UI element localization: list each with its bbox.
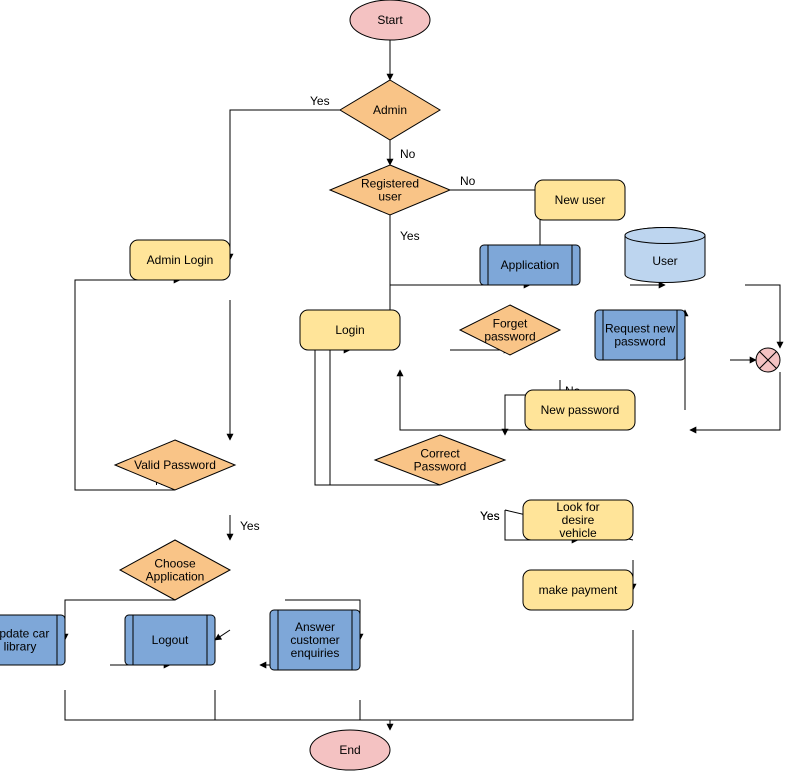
node-label: Valid Password: [134, 458, 216, 472]
edge-label-2: No: [400, 147, 416, 161]
node-label: Request new: [605, 322, 675, 336]
node-label: user: [378, 190, 401, 204]
edge-30: [215, 700, 360, 720]
node-label: End: [339, 743, 360, 757]
node-label: Admin: [373, 103, 407, 117]
node-reqnewpw: Request newpassword: [595, 310, 685, 360]
flowchart-canvas: YesNoNoYesYesNoNoYesYesNoYesStartAdminRe…: [0, 0, 800, 782]
node-admin: Admin: [340, 80, 440, 140]
node-label: enquiries: [291, 646, 340, 660]
node-label: Forget: [493, 317, 528, 331]
edge-label-4: Yes: [400, 229, 420, 243]
node-label: Update car: [0, 627, 49, 641]
edge-3: [450, 190, 540, 200]
node-application: Application: [480, 245, 580, 285]
node-label: password: [614, 335, 665, 349]
node-end: End: [310, 730, 390, 770]
node-label: vehicle: [559, 526, 597, 540]
node-label: Password: [414, 460, 467, 474]
node-newpw: New password: [525, 390, 635, 430]
edge-33: [215, 690, 390, 730]
node-label: Registered: [361, 177, 419, 191]
node-label: Correct: [420, 447, 460, 461]
node-label: User: [652, 254, 677, 268]
node-label: customer: [290, 633, 339, 647]
edge-29: [65, 690, 215, 720]
node-label: Look for: [556, 500, 599, 514]
node-label: Application: [501, 258, 560, 272]
edge-label-3: No: [460, 174, 476, 188]
node-chooseapp: ChooseApplication: [120, 540, 230, 600]
node-summing: [756, 348, 780, 372]
node-label: password: [484, 330, 535, 344]
edge-label-23: Yes: [240, 519, 260, 533]
node-label: New user: [555, 193, 606, 207]
node-label: library: [4, 640, 37, 654]
node-label: Admin Login: [147, 253, 214, 267]
edge-13: [745, 285, 780, 348]
node-label: Start: [377, 13, 403, 27]
node-label: Login: [335, 323, 364, 337]
node-label: desire: [562, 513, 595, 527]
node-answer: Answercustomerenquiries: [270, 610, 360, 670]
node-correctpw: CorrectPassword: [375, 435, 505, 485]
node-login: Login: [300, 310, 400, 350]
edge-label-1: Yes: [310, 94, 330, 108]
edge-1: [230, 110, 340, 260]
nodes-layer: Start Admin Registereduser New user Admin Lo…: [0, 0, 780, 770]
node-updatelib: Update carlibrary: [0, 615, 65, 665]
node-logout: Logout: [125, 615, 215, 665]
edge-25: [215, 630, 230, 640]
node-newuser: New user: [535, 180, 625, 220]
node-label: Choose: [154, 557, 196, 571]
node-reguser: Registereduser: [330, 165, 450, 215]
node-label: make payment: [539, 583, 618, 597]
node-lookveh: Look fordesirevehicle: [523, 500, 633, 540]
node-validpw: Valid Password: [115, 440, 235, 490]
edge-14: [690, 372, 780, 430]
node-label: Application: [146, 570, 205, 584]
node-adminlogin: Admin Login: [130, 240, 230, 280]
node-label: Logout: [152, 633, 189, 647]
node-userdb: User: [625, 228, 705, 283]
node-start: Start: [350, 0, 430, 40]
node-forgetpw: Forgetpassword: [460, 305, 560, 355]
edge-label-21: Yes: [480, 509, 500, 523]
node-makepay: make payment: [523, 570, 633, 610]
node-label: Answer: [295, 620, 335, 634]
node-label: New password: [541, 403, 620, 417]
